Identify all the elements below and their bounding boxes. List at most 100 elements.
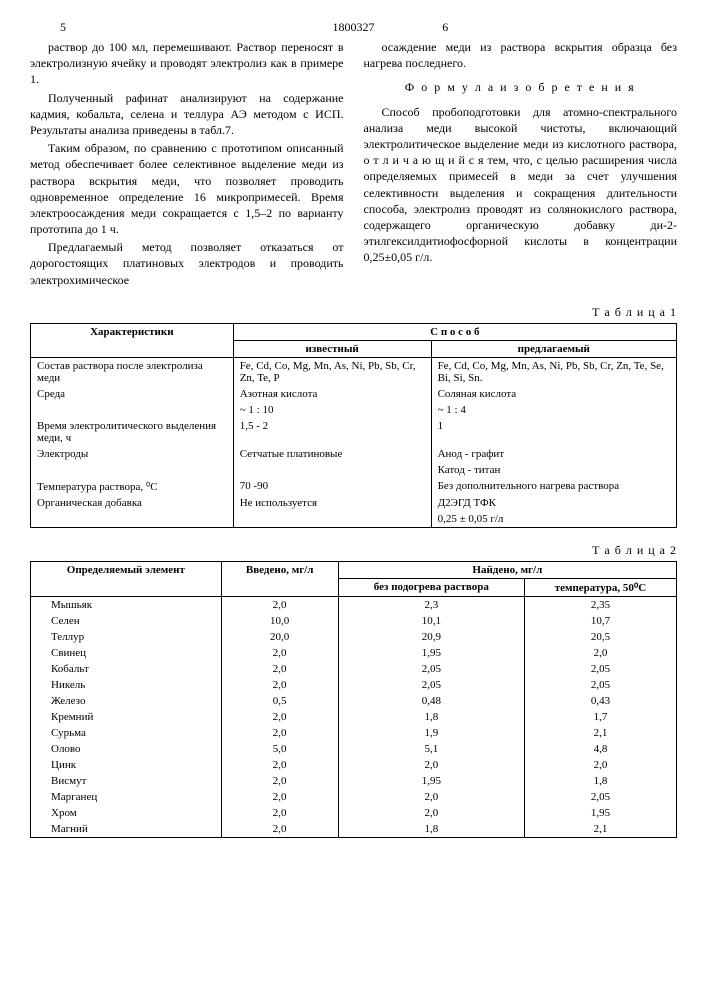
table-cell: Д2ЭГД ТФК — [431, 495, 676, 511]
table-cell: Среда — [31, 386, 234, 402]
table-cell: 2,0 — [221, 789, 338, 805]
table-cell: 0,43 — [524, 693, 676, 709]
table-cell: Висмут — [31, 773, 222, 789]
table-cell: Не используется — [233, 495, 431, 511]
para: Таким образом, по сравнению с прототипом… — [30, 140, 344, 237]
table-cell: 2,0 — [221, 725, 338, 741]
table-cell: Органическая добавка — [31, 495, 234, 511]
table-cell: Свинец — [31, 645, 222, 661]
para: Полученный рафинат анализируют на содерж… — [30, 90, 344, 139]
table-cell — [31, 511, 234, 528]
table-cell: Сурьма — [31, 725, 222, 741]
table-cell: 2,0 — [338, 805, 524, 821]
table-row: Марганец2,02,02,05 — [31, 789, 677, 805]
table-cell — [233, 462, 431, 478]
table-cell: 1,95 — [338, 773, 524, 789]
table-row: Состав раствора после электролиза медиFe… — [31, 357, 677, 386]
table-cell: 1,9 — [338, 725, 524, 741]
table1-label: Т а б л и ц а 1 — [30, 305, 677, 320]
table-row: Теллур20,020,920,5 — [31, 629, 677, 645]
table-cell: 1,8 — [524, 773, 676, 789]
table-cell: 5,0 — [221, 741, 338, 757]
table-cell: Время электролитического выделения меди,… — [31, 418, 234, 446]
table-cell: 2,0 — [221, 805, 338, 821]
table-cell: Теллур — [31, 629, 222, 645]
table-cell: 10,0 — [221, 613, 338, 629]
table-cell: 10,1 — [338, 613, 524, 629]
table-cell: Анод - графит — [431, 446, 676, 462]
t2-h-element: Определяемый элемент — [31, 561, 222, 596]
left-column: раствор до 100 мл, перемешивают. Раствор… — [30, 39, 344, 290]
table-row: Органическая добавкаНе используетсяД2ЭГД… — [31, 495, 677, 511]
table-cell: Магний — [31, 821, 222, 838]
table-cell: 1,95 — [524, 805, 676, 821]
table-row: Селен10,010,110,7 — [31, 613, 677, 629]
table-row: Температура раствора, ⁰С70 -90Без дополн… — [31, 478, 677, 495]
table-cell: 1,8 — [338, 821, 524, 838]
table-cell: 10,7 — [524, 613, 676, 629]
doc-number: 1800327 — [295, 20, 412, 35]
table-cell: Цинк — [31, 757, 222, 773]
table-cell: 0,48 — [338, 693, 524, 709]
table-cell: Кобальт — [31, 661, 222, 677]
table-row: Мышьяк2,02,32,35 — [31, 596, 677, 613]
table-cell: ~ 1 : 10 — [233, 402, 431, 418]
table-row: Железо0,50,480,43 — [31, 693, 677, 709]
table-cell: 1 — [431, 418, 676, 446]
table-cell: 2,35 — [524, 596, 676, 613]
table-cell: 2,1 — [524, 725, 676, 741]
para: раствор до 100 мл, перемешивают. Раствор… — [30, 39, 344, 88]
table-row: Сурьма2,01,92,1 — [31, 725, 677, 741]
table-cell: 1,95 — [338, 645, 524, 661]
table-row: СредаАзотная кислотаСоляная кислота — [31, 386, 677, 402]
page-header: 5 1800327 6 — [30, 20, 677, 35]
table-cell: 2,0 — [221, 773, 338, 789]
table-cell: 2,0 — [338, 757, 524, 773]
table-cell: Соляная кислота — [431, 386, 676, 402]
table-cell: Без дополнительного нагрева раствора — [431, 478, 676, 495]
table-row: Никель2,02,052,05 — [31, 677, 677, 693]
table-cell: Марганец — [31, 789, 222, 805]
table-cell: Состав раствора после электролиза меди — [31, 357, 234, 386]
table-cell: Электроды — [31, 446, 234, 462]
table-cell: Селен — [31, 613, 222, 629]
table1-h-proposed: предлагаемый — [431, 340, 676, 357]
t2-h-noheat: без подогрева раствора — [338, 578, 524, 596]
table-cell: 2,0 — [221, 645, 338, 661]
table-cell: 20,0 — [221, 629, 338, 645]
table-cell: Никель — [31, 677, 222, 693]
table-cell: 2,0 — [221, 596, 338, 613]
table-cell: 20,5 — [524, 629, 676, 645]
table-cell: 1,5 - 2 — [233, 418, 431, 446]
table-row: Катод - титан — [31, 462, 677, 478]
t2-h-found: Найдено, мг/л — [338, 561, 676, 578]
table1-h-known: известный — [233, 340, 431, 357]
table-cell: 5,1 — [338, 741, 524, 757]
table-cell: 0,5 — [221, 693, 338, 709]
table-cell: 2,0 — [221, 821, 338, 838]
t2-h-temp: температура, 50⁰С — [524, 578, 676, 596]
table-cell: Олово — [31, 741, 222, 757]
table-cell — [233, 511, 431, 528]
para: Предлагаемый метод позволяет отказаться … — [30, 239, 344, 288]
table-row: Цинк2,02,02,0 — [31, 757, 677, 773]
table-cell: 2,0 — [221, 677, 338, 693]
table-cell: Хром — [31, 805, 222, 821]
formula-title: Ф о р м у л а и з о б р е т е н и я — [364, 79, 678, 95]
table-cell: Сетчатые платиновые — [233, 446, 431, 462]
table-row: Олово5,05,14,8 — [31, 741, 677, 757]
para: осаждение меди из раствора вскрытия обра… — [364, 39, 678, 71]
table-cell — [31, 462, 234, 478]
right-column: осаждение меди из раствора вскрытия обра… — [364, 39, 678, 290]
table-cell: 2,0 — [221, 661, 338, 677]
table-cell: 2,05 — [338, 677, 524, 693]
page-num-right: 6 — [412, 20, 677, 35]
table-cell: Мышьяк — [31, 596, 222, 613]
table-row: Свинец2,01,952,0 — [31, 645, 677, 661]
table-cell: 20,9 — [338, 629, 524, 645]
table1-h-method: С п о с о б — [233, 323, 676, 340]
text-columns: раствор до 100 мл, перемешивают. Раствор… — [30, 39, 677, 290]
table-cell: Кремний — [31, 709, 222, 725]
table-row: Магний2,01,82,1 — [31, 821, 677, 838]
table-cell: 2,05 — [524, 677, 676, 693]
